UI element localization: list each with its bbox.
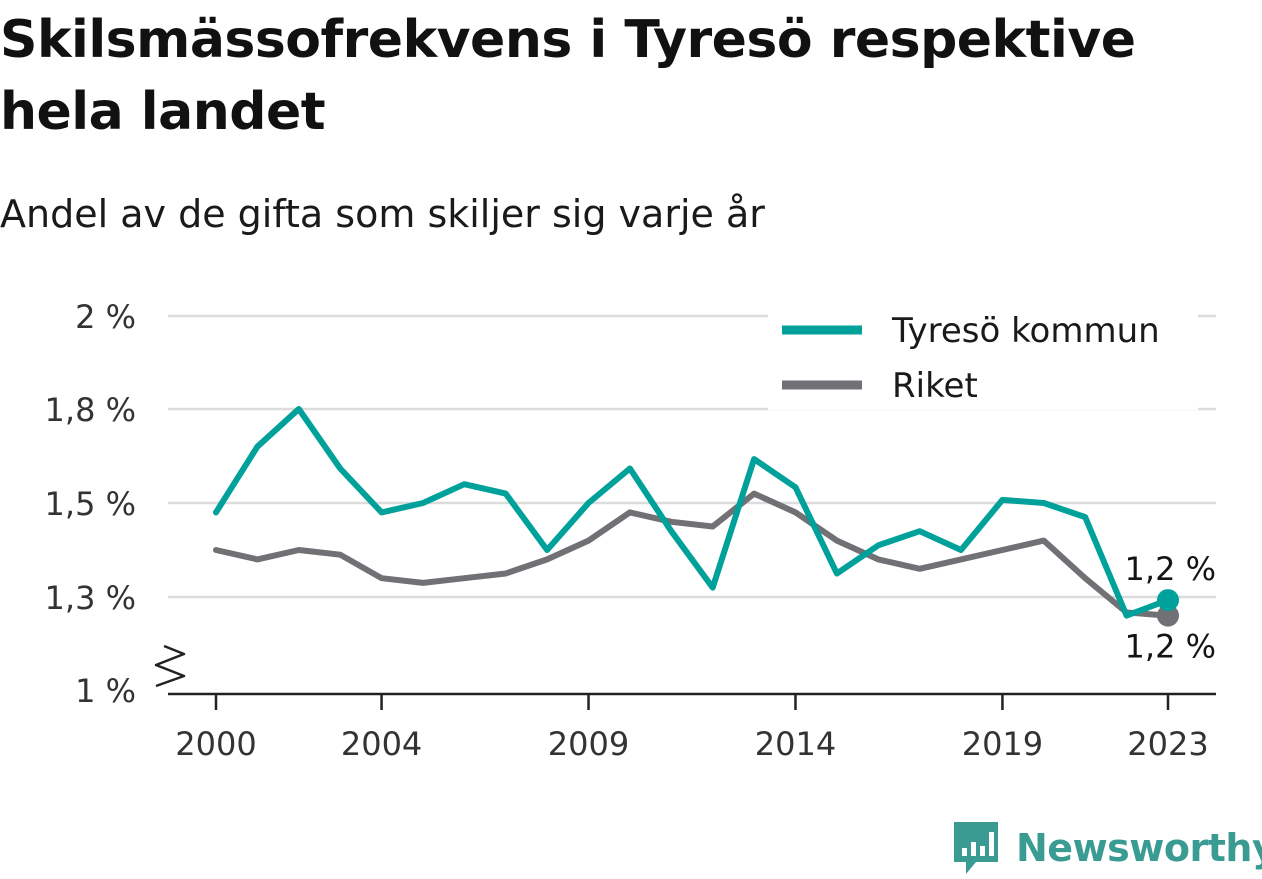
legend: Tyresö kommun Riket bbox=[768, 300, 1198, 410]
x-tick-label: 2009 bbox=[548, 725, 629, 763]
series-line-riket bbox=[213, 490, 1171, 619]
chart-title: Skilsmässofrekvens i Tyresö respektive h… bbox=[0, 10, 1136, 142]
x-tick-label: 2023 bbox=[1127, 725, 1208, 763]
x-axis bbox=[154, 644, 1216, 710]
chart-subtitle: Andel av de gifta som skiljer sig varje … bbox=[0, 192, 765, 236]
newsworthy-logo: Newsworthy bbox=[950, 818, 1262, 878]
y-tick-label: 1,3 % bbox=[45, 579, 136, 617]
series-lines bbox=[213, 406, 1179, 627]
end-value-label: 1,2 % bbox=[1125, 628, 1216, 666]
newsworthy-logo-icon bbox=[954, 822, 998, 874]
end-point-tyreso bbox=[1157, 589, 1179, 612]
x-tick-label: 2000 bbox=[175, 725, 256, 763]
legend-background bbox=[768, 300, 1198, 410]
y-tick-label: 2 % bbox=[75, 298, 136, 336]
end-point-riket bbox=[1157, 604, 1179, 627]
y-tick-label: 1,5 % bbox=[45, 485, 136, 523]
y-tick-label: 1,8 % bbox=[45, 391, 136, 429]
end-value-label: 1,2 % bbox=[1125, 550, 1216, 588]
x-tick-label: 2014 bbox=[755, 725, 836, 763]
end-value-labels: 1,2 % 1,2 % bbox=[1125, 550, 1216, 666]
x-axis-tick-labels: 2000 2004 2009 2014 2019 2023 bbox=[175, 725, 1208, 763]
legend-label: Riket bbox=[892, 366, 978, 406]
legend-label: Tyresö kommun bbox=[891, 311, 1160, 351]
newsworthy-logo-text: Newsworthy bbox=[1016, 826, 1262, 870]
y-tick-label: 1 % bbox=[75, 672, 136, 710]
series-line-tyreso bbox=[213, 406, 1171, 619]
y-axis-tick-labels: 1 % 1,3 % 1,5 % 1,8 % 2 % bbox=[45, 298, 136, 710]
x-tick-label: 2019 bbox=[962, 725, 1043, 763]
axis-break-icon bbox=[154, 644, 186, 688]
x-tick-label: 2004 bbox=[341, 725, 422, 763]
